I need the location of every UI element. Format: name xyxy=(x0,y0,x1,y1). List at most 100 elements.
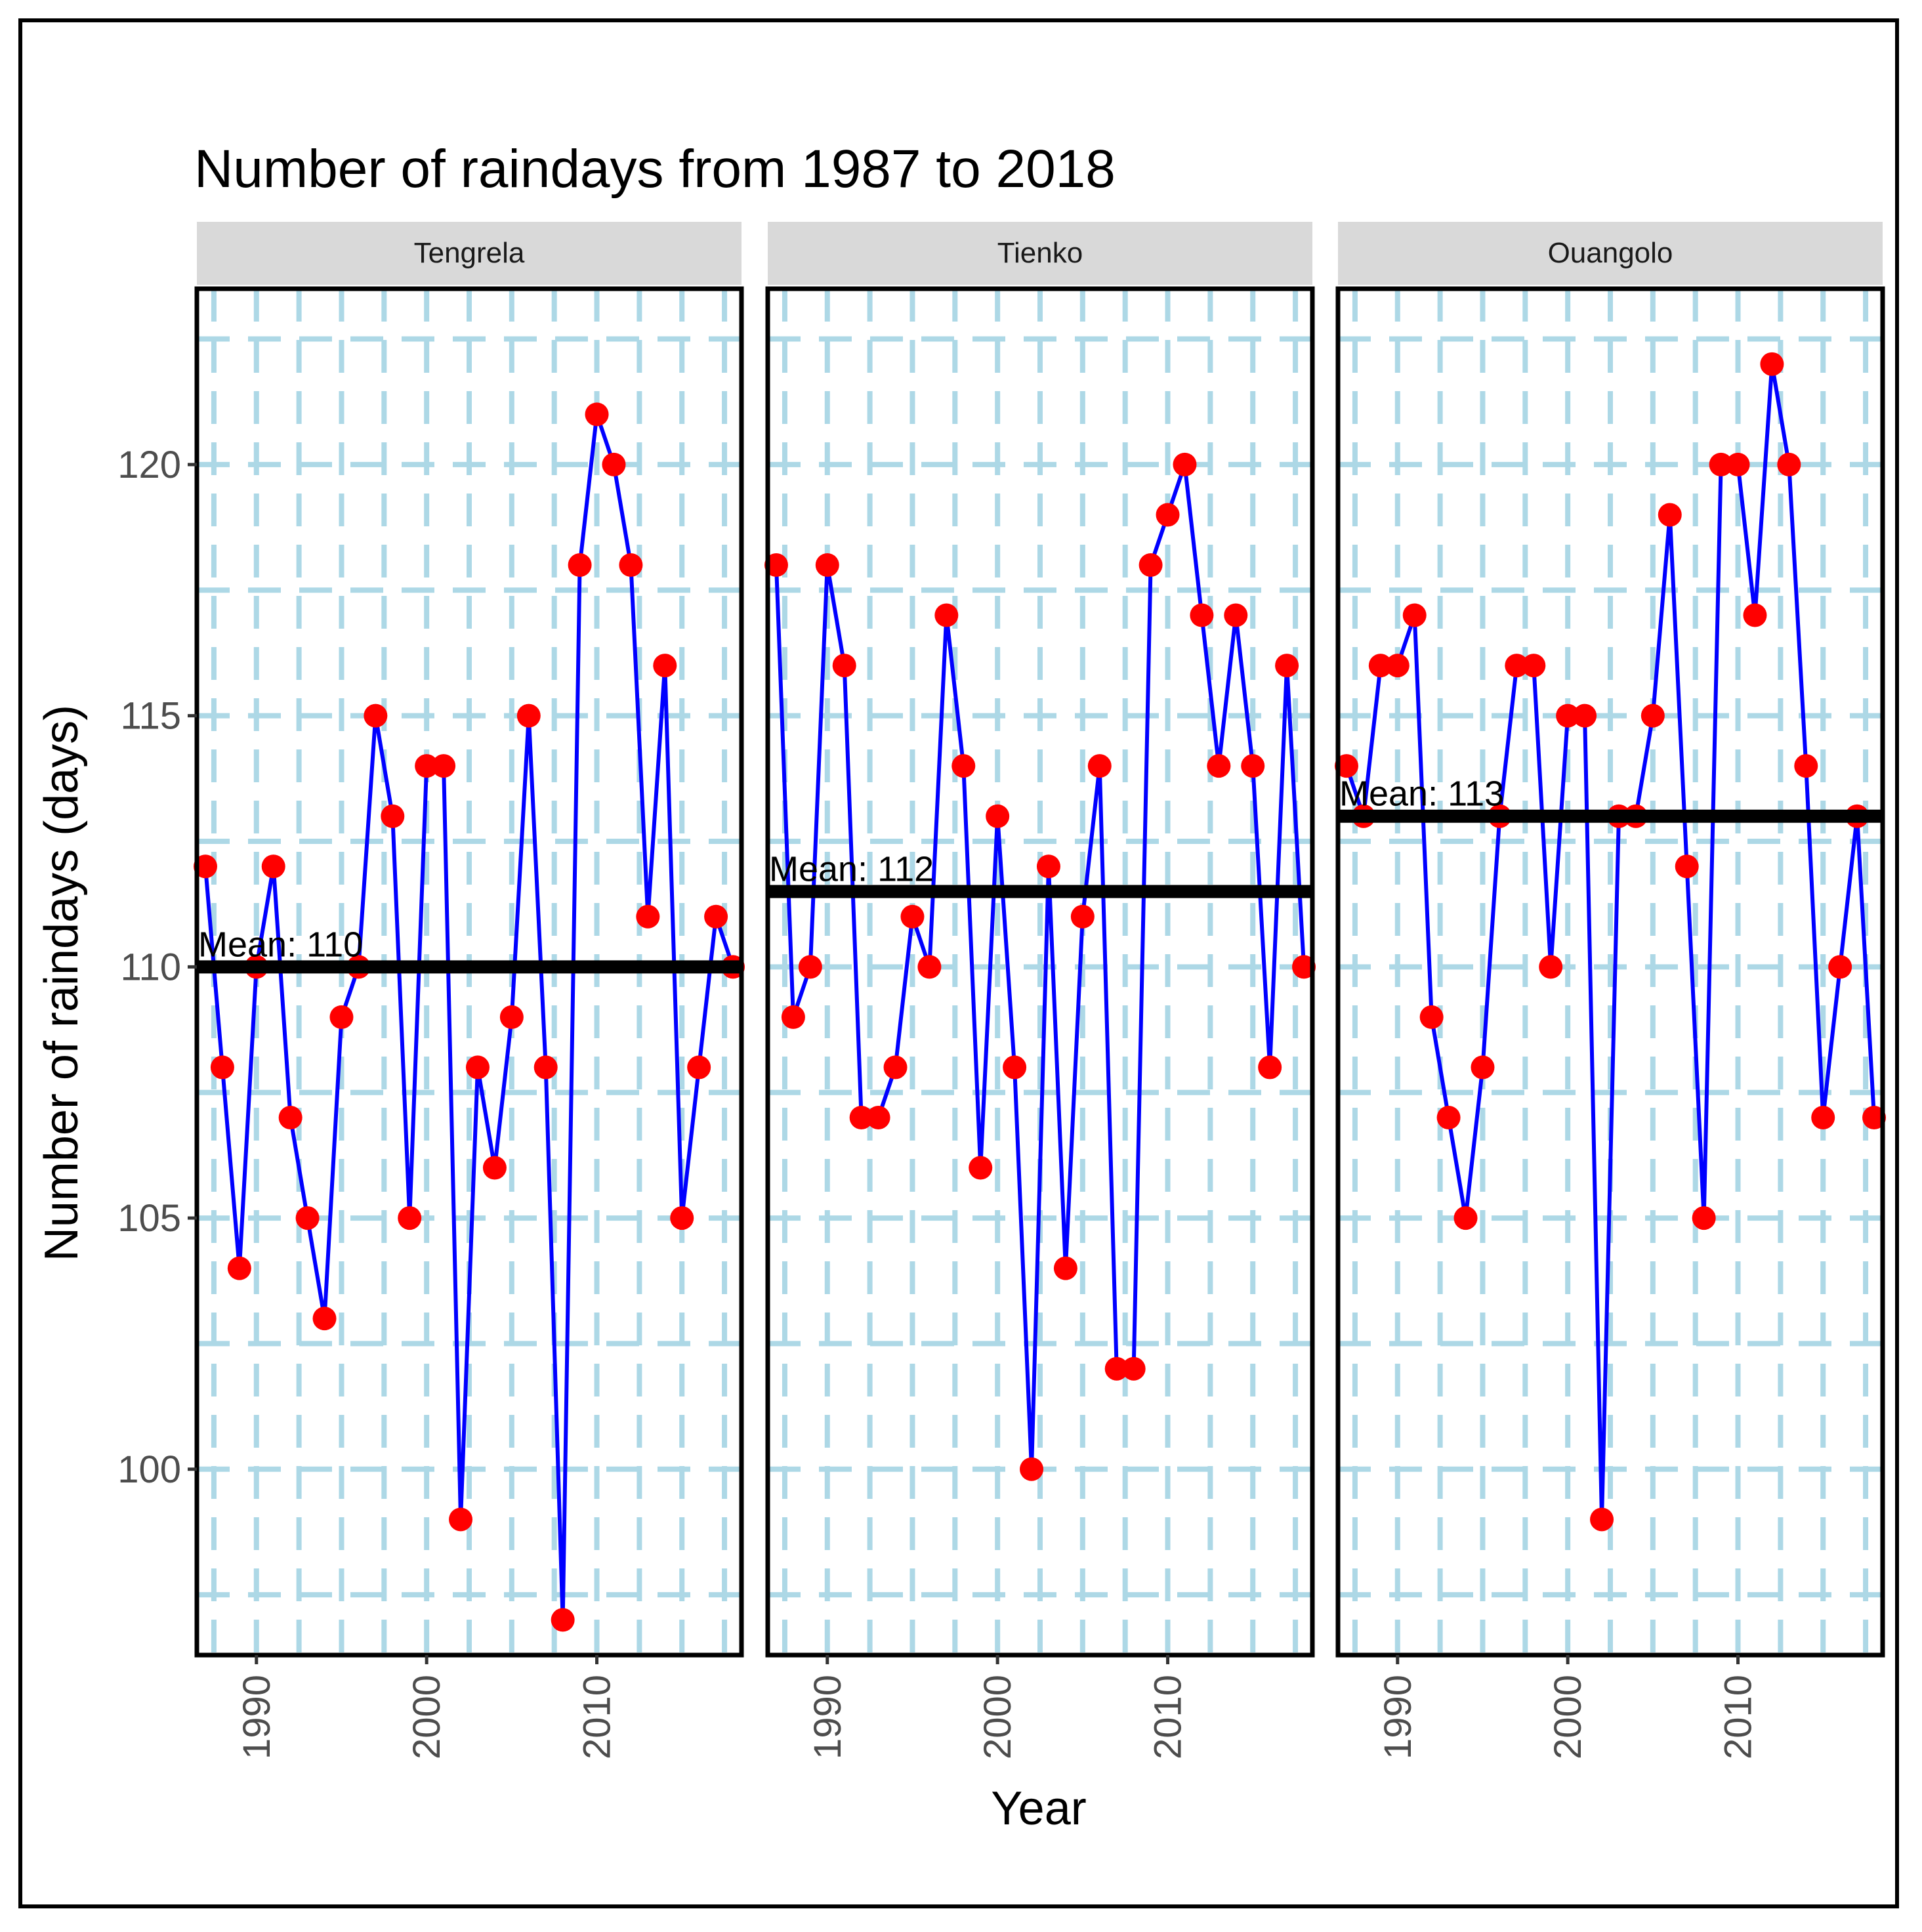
facet-panel-tengrela: Tengrela Mean: 110 1990 2000 2010 xyxy=(193,222,745,1759)
data-point xyxy=(1003,1055,1027,1080)
data-point xyxy=(1828,955,1852,979)
data-point xyxy=(499,1005,524,1029)
data-point xyxy=(934,603,959,627)
data-point xyxy=(398,1206,422,1230)
data-point xyxy=(1258,1055,1282,1080)
x-tick-label: 1990 xyxy=(806,1675,849,1759)
facet-panels: Tengrela Mean: 110 1990 2000 2010 Tienko Mean:… xyxy=(193,222,1887,1759)
data-point xyxy=(1334,754,1358,778)
data-point xyxy=(1522,654,1546,678)
data-point xyxy=(329,1005,354,1029)
data-point xyxy=(653,654,677,678)
data-point xyxy=(951,754,976,778)
y-tick-label: 120 xyxy=(117,444,181,486)
data-point xyxy=(1070,904,1095,929)
data-point xyxy=(781,1005,805,1029)
data-point xyxy=(1692,1206,1716,1230)
data-point xyxy=(1419,1005,1444,1029)
y-axis-title: Number of raindays (days) xyxy=(35,705,88,1261)
data-point xyxy=(815,553,839,577)
panel-border xyxy=(194,286,744,1658)
data-point xyxy=(227,1256,251,1280)
data-point xyxy=(1573,704,1597,728)
data-point xyxy=(1173,452,1197,476)
data-point xyxy=(1368,654,1392,678)
data-point xyxy=(193,854,217,879)
data-point xyxy=(832,654,856,678)
data-point xyxy=(364,704,388,728)
facet-strip xyxy=(768,222,1312,285)
data-point xyxy=(381,804,405,828)
mean-label: Mean: 110 xyxy=(198,925,363,964)
x-tick-label: 2000 xyxy=(976,1675,1019,1759)
data-point xyxy=(568,553,592,577)
x-tick-label: 2000 xyxy=(1547,1675,1589,1759)
data-point xyxy=(1436,1105,1461,1129)
x-tick-label: 2010 xyxy=(1717,1675,1760,1759)
panel-border xyxy=(765,286,1315,1658)
data-point xyxy=(1743,603,1767,627)
mean-label: Mean: 113 xyxy=(1339,774,1504,814)
data-point xyxy=(1505,654,1529,678)
y-tick-label: 105 xyxy=(117,1197,181,1240)
data-point xyxy=(1709,452,1733,476)
data-point xyxy=(687,1055,711,1080)
data-point xyxy=(1453,1206,1478,1230)
data-point xyxy=(1385,654,1410,678)
x-tick-label: 1990 xyxy=(236,1675,278,1759)
data-point xyxy=(1036,854,1060,879)
x-tick-label: 2010 xyxy=(576,1675,619,1759)
data-point xyxy=(1471,1055,1495,1080)
y-tick-label: 100 xyxy=(117,1448,181,1491)
facet-strip-label: Ouangolo xyxy=(1548,237,1673,269)
data-point xyxy=(1139,553,1163,577)
data-point xyxy=(312,1307,337,1331)
facet-strip xyxy=(1338,222,1883,285)
data-point xyxy=(764,553,788,577)
data-point xyxy=(432,754,456,778)
x-tick-label: 2000 xyxy=(406,1675,448,1759)
data-point xyxy=(482,1156,507,1180)
data-point xyxy=(1121,1356,1146,1381)
facet-panel-ouangolo: Ouangolo Mean: 113 1990 2000 2010 xyxy=(1334,222,1887,1759)
data-point xyxy=(585,402,609,427)
data-point xyxy=(210,1055,234,1080)
data-point xyxy=(261,854,285,879)
data-point xyxy=(883,1055,908,1080)
data-point xyxy=(1794,754,1818,778)
data-point xyxy=(1760,352,1784,376)
series-line-tengrela xyxy=(203,412,735,1622)
data-point xyxy=(278,1105,303,1129)
data-point xyxy=(1811,1105,1835,1129)
data-point xyxy=(866,1105,890,1129)
data-point xyxy=(900,904,925,929)
data-point xyxy=(1241,754,1265,778)
data-point xyxy=(1590,1507,1614,1532)
facet-panel-tienko: Tienko Mean: 112 1990 2000 2010 xyxy=(764,222,1316,1759)
data-point xyxy=(917,955,942,979)
y-tick-label: 110 xyxy=(121,946,181,988)
data-point xyxy=(1020,1457,1044,1481)
data-point xyxy=(849,1105,873,1129)
y-axis: 100 105 110 115 120 xyxy=(117,444,197,1491)
data-point xyxy=(1640,704,1665,728)
data-point xyxy=(1275,654,1299,678)
data-point xyxy=(670,1206,694,1230)
data-point xyxy=(969,1156,993,1180)
data-point xyxy=(1053,1256,1077,1280)
data-point xyxy=(1190,603,1214,627)
facet-strip xyxy=(197,222,742,285)
data-point xyxy=(1224,603,1248,627)
data-point xyxy=(1556,704,1580,728)
x-axis-title: Year xyxy=(991,1782,1086,1835)
data-point xyxy=(1207,754,1231,778)
data-point xyxy=(1726,452,1750,476)
data-point xyxy=(1087,754,1112,778)
data-point xyxy=(533,1055,558,1080)
data-point xyxy=(1675,854,1699,879)
data-point xyxy=(798,955,822,979)
facet-strip-label: Tengrela xyxy=(414,237,525,269)
x-tick-label: 2010 xyxy=(1147,1675,1190,1759)
data-point xyxy=(516,704,541,728)
